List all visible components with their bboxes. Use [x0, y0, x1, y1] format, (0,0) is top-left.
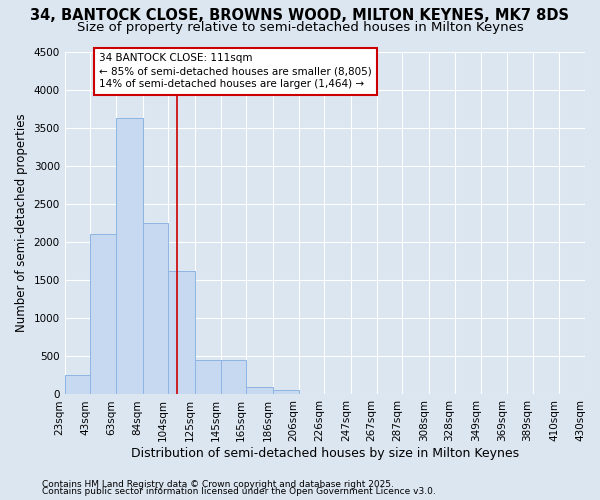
Bar — [116, 118, 143, 394]
Bar — [90, 234, 116, 394]
Bar — [246, 387, 273, 394]
Text: 34, BANTOCK CLOSE, BROWNS WOOD, MILTON KEYNES, MK7 8DS: 34, BANTOCK CLOSE, BROWNS WOOD, MILTON K… — [31, 8, 569, 22]
Bar — [195, 360, 221, 394]
Text: 34 BANTOCK CLOSE: 111sqm
← 85% of semi-detached houses are smaller (8,805)
14% o: 34 BANTOCK CLOSE: 111sqm ← 85% of semi-d… — [99, 53, 372, 90]
Text: Contains public sector information licensed under the Open Government Licence v3: Contains public sector information licen… — [42, 487, 436, 496]
Text: Contains HM Land Registry data © Crown copyright and database right 2025.: Contains HM Land Registry data © Crown c… — [42, 480, 394, 489]
Bar — [273, 390, 299, 394]
Bar — [168, 270, 195, 394]
Bar — [221, 360, 246, 394]
Text: Size of property relative to semi-detached houses in Milton Keynes: Size of property relative to semi-detach… — [77, 21, 523, 34]
Bar — [65, 376, 90, 394]
Y-axis label: Number of semi-detached properties: Number of semi-detached properties — [15, 114, 28, 332]
Bar — [143, 223, 168, 394]
X-axis label: Distribution of semi-detached houses by size in Milton Keynes: Distribution of semi-detached houses by … — [131, 447, 519, 460]
